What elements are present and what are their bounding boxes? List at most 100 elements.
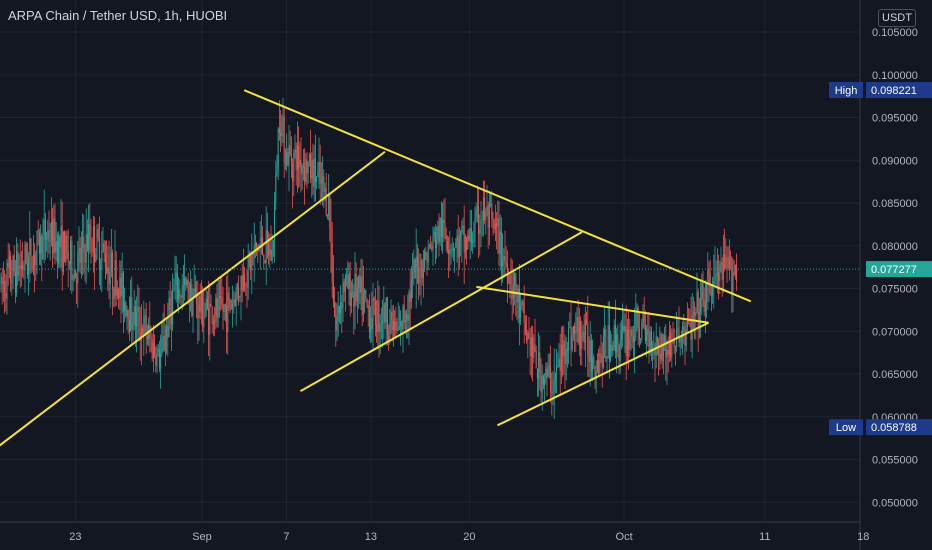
candle-body [421,260,423,279]
candle-body [254,242,256,247]
candle-body [425,251,427,260]
candle-body [376,324,378,332]
current-price-marker-value: 0.077277 [871,264,917,276]
candle-body [242,274,244,291]
candle-body [302,165,304,168]
candle-body [305,159,307,183]
candle-body [454,247,456,251]
candle-body [721,262,723,281]
candle-body [48,230,50,242]
candle-body [550,366,552,393]
candle-body [299,159,301,168]
candle-body [644,326,646,341]
candle-body [170,310,172,325]
chart-title: ARPA Chain / Tether USD, 1h, HUOBI [8,8,228,23]
candle-body [530,337,532,357]
candle-body [701,283,703,300]
candle-body [517,288,519,303]
candle-body [247,255,249,288]
candle-body [24,244,26,269]
candle-body [590,340,592,372]
candle-body [218,295,220,298]
candle-body [139,332,141,341]
candle-body [44,219,46,240]
candle-body [438,225,440,243]
candle-body [420,260,422,283]
candle-body [50,221,52,242]
candle-body [710,293,712,296]
candle-body [418,267,420,282]
candle-body [575,332,577,334]
candle-body [600,353,602,355]
candle-body [246,286,248,288]
candle-body [160,354,162,369]
candle-body [276,168,278,175]
candle-body [451,249,453,251]
candle-body [526,332,528,341]
candle-body [540,372,542,393]
candle-body [614,325,616,353]
candle-body [241,276,243,291]
candle-body [359,276,361,293]
candle-body [629,338,631,350]
candle-body [545,368,547,379]
candle-body [23,268,25,270]
candle-body [708,270,710,275]
candle-body [733,272,735,275]
candle-body [47,230,49,239]
candle-body [620,330,622,340]
candle-body [59,236,61,248]
candle-body [340,302,342,313]
candle-body [667,349,669,355]
candle-body [623,325,625,332]
candle-body [163,335,165,351]
candle-body [155,355,157,366]
candle-body [572,325,574,337]
candle-body [692,312,694,315]
candle-body [532,337,534,358]
candle-body [398,326,400,330]
candle-body [695,311,697,317]
candle-body [397,329,399,331]
candle-body [430,245,432,247]
y-tick-label: 0.070000 [872,326,918,338]
candle-body [245,285,247,287]
candle-body [407,314,409,321]
candle-body [184,277,186,286]
candle-body [522,301,524,303]
candle-body [264,259,266,263]
candle-body [704,302,706,312]
candle-body [113,288,115,299]
candle-body [456,235,458,243]
candle-body [655,336,657,356]
candle-body [325,188,327,216]
candle-body [260,237,262,245]
candle-body [337,305,339,321]
candle-body [476,206,478,211]
candle-body [1,276,3,284]
candle-body [192,297,194,317]
candle-body [521,301,523,306]
candle-body [394,321,396,331]
y-tick-label: 0.055000 [872,455,918,467]
candle-body [364,290,366,294]
candle-body [604,329,606,337]
candle-body [6,262,8,299]
candle-body [419,281,421,283]
candle-body [16,251,18,293]
x-tick-label: 7 [283,531,289,543]
candle-body [373,298,375,301]
candle-body [132,324,134,330]
candle-body [341,302,343,309]
candle-body [354,273,356,307]
candle-body [552,390,554,394]
currency-selector[interactable]: USDT [878,9,916,27]
candle-body [613,325,615,348]
candle-body [67,250,69,263]
candle-body [571,336,573,351]
candle-body [293,152,295,182]
candle-body [437,225,439,240]
y-tick-label: 0.080000 [872,241,918,253]
candle-body [182,285,184,287]
